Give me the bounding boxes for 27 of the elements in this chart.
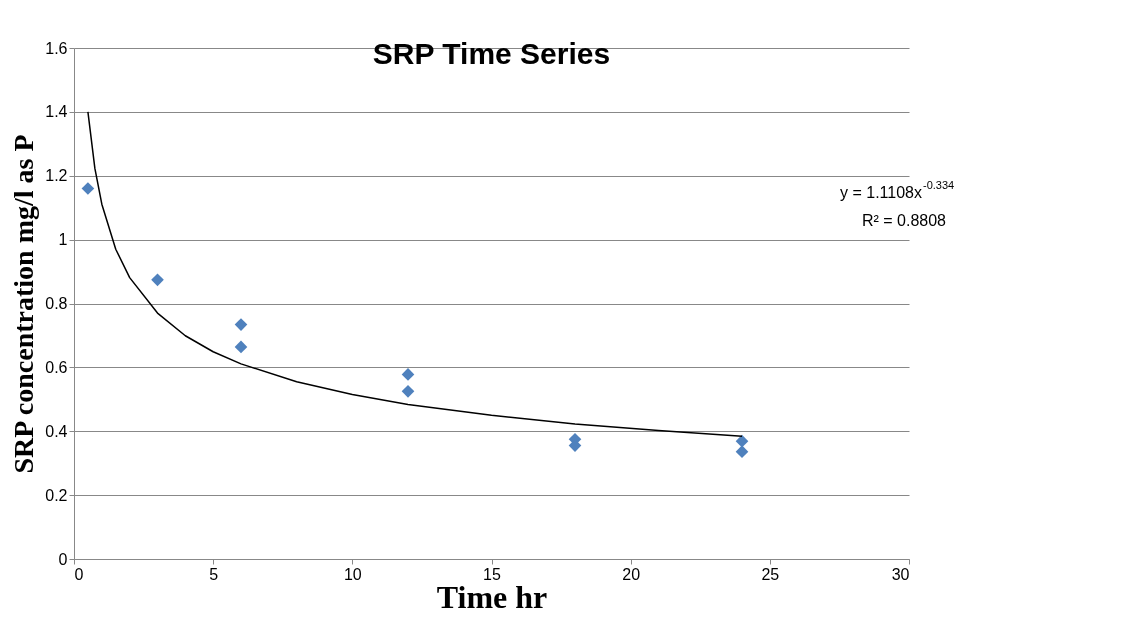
y-tick-label: 0.6 [45,358,68,376]
point [81,182,95,195]
point [234,318,248,331]
x-tick-label: 10 [343,565,362,583]
point [735,434,749,448]
y-axis-title: SRP concentration mg/l as P [8,134,40,474]
x-tick-label: 5 [209,565,219,583]
x-tick-label: 25 [761,565,780,583]
x-tick-label: 30 [891,565,910,583]
x-tick-label: 20 [622,565,641,583]
y-tick-label: 0.2 [45,486,68,504]
y-tick-label: 1 [58,231,68,249]
point [401,368,415,381]
point [151,273,164,287]
y-tick-label: 1.2 [45,167,68,185]
x-tick-label: 0 [74,565,84,583]
chart-title: SRP Time Series [372,37,611,70]
point [735,445,749,459]
y-tick-label: 0.4 [45,422,68,440]
x-tick-label: 15 [483,565,501,583]
point [401,385,415,398]
annotation: R² = 0.8808 [861,212,947,229]
y-tick-label: 0 [58,550,68,568]
y-tick-label: 1.6 [45,39,68,57]
y-tick-label: 0.8 [45,295,68,312]
y-tick-label: 1.4 [45,103,68,121]
point [234,340,248,354]
